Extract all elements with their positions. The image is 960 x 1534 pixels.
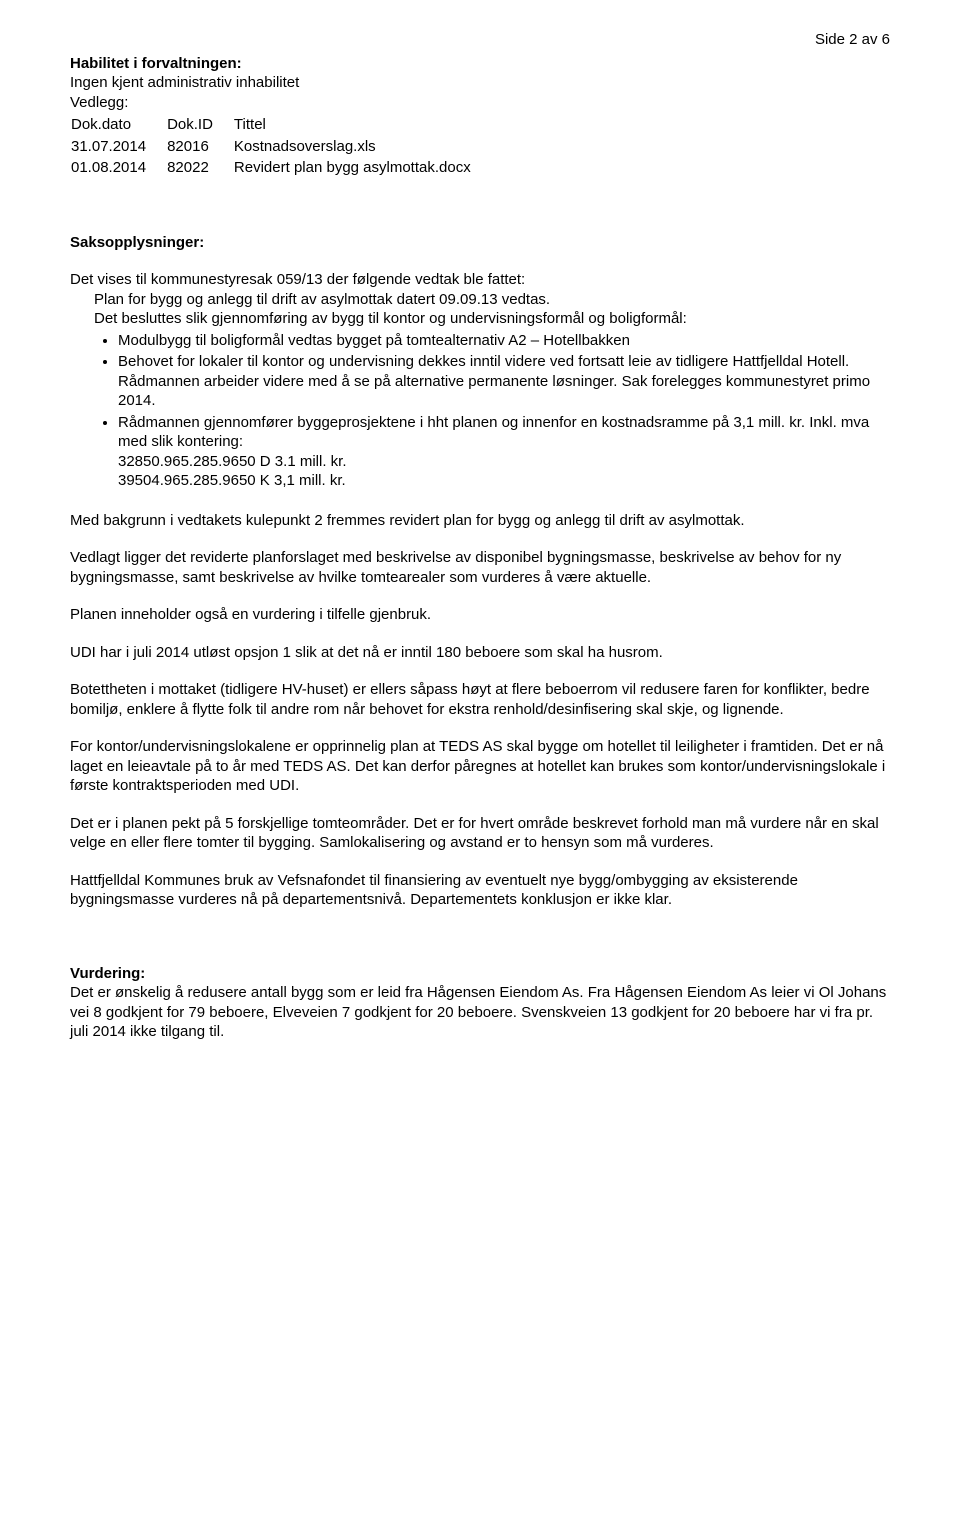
table-row: Dok.dato Dok.ID Tittel	[70, 114, 491, 136]
cell-tittel: Kostnadsoverslag.xls	[233, 136, 491, 158]
vedlegg-heading: Vedlegg:	[70, 93, 890, 113]
body-paragraph: Vedlagt ligger det reviderte planforslag…	[70, 548, 890, 587]
col-header-dokdato: Dok.dato	[70, 114, 166, 136]
attachment-table: Dok.dato Dok.ID Tittel 31.07.2014 82016 …	[70, 114, 491, 179]
habilitet-heading: Habilitet i forvaltningen:	[70, 54, 890, 74]
habilitet-text: Ingen kjent administrativ inhabilitet	[70, 73, 890, 93]
col-header-tittel: Tittel	[233, 114, 491, 136]
saks-line2: Det besluttes slik gjennomføring av bygg…	[70, 309, 890, 329]
body-paragraph: Det er i planen pekt på 5 forskjellige t…	[70, 814, 890, 853]
table-row: 01.08.2014 82022 Revidert plan bygg asyl…	[70, 157, 491, 179]
list-item: Modulbygg til boligformål vedtas bygget …	[118, 331, 890, 351]
cell-dokdato: 01.08.2014	[70, 157, 166, 179]
body-paragraph: For kontor/undervisningslokalene er oppr…	[70, 737, 890, 796]
list-item: Rådmannen gjennomfører byggeprosjektene …	[118, 413, 890, 491]
saks-intro: Det vises til kommunestyresak 059/13 der…	[70, 270, 890, 290]
cell-tittel: Revidert plan bygg asylmottak.docx	[233, 157, 491, 179]
body-paragraph: UDI har i juli 2014 utløst opsjon 1 slik…	[70, 643, 890, 663]
saks-line1: Plan for bygg og anlegg til drift av asy…	[70, 290, 890, 310]
bullet-subline: 39504.965.285.9650 K 3,1 mill. kr.	[118, 472, 346, 489]
body-paragraph: Hattfjelldal Kommunes bruk av Vefsnafond…	[70, 871, 890, 910]
body-paragraph: Det er ønskelig å redusere antall bygg s…	[70, 983, 890, 1042]
cell-dokid: 82022	[166, 157, 233, 179]
decision-bullets: Modulbygg til boligformål vedtas bygget …	[70, 331, 890, 491]
page-number: Side 2 av 6	[70, 30, 890, 50]
list-item: Behovet for lokaler til kontor og underv…	[118, 352, 890, 411]
bullet-subline: 32850.965.285.9650 D 3.1 mill. kr.	[118, 453, 347, 470]
bullet-text: Behovet for lokaler til kontor og underv…	[118, 353, 870, 409]
table-row: 31.07.2014 82016 Kostnadsoverslag.xls	[70, 136, 491, 158]
col-header-dokid: Dok.ID	[166, 114, 233, 136]
vurdering-heading: Vurdering:	[70, 964, 890, 984]
saksopplysninger-heading: Saksopplysninger:	[70, 233, 890, 253]
body-paragraph: Botettheten i mottaket (tidligere HV-hus…	[70, 680, 890, 719]
body-paragraph: Med bakgrunn i vedtakets kulepunkt 2 fre…	[70, 511, 890, 531]
cell-dokdato: 31.07.2014	[70, 136, 166, 158]
body-paragraph: Planen inneholder også en vurdering i ti…	[70, 605, 890, 625]
cell-dokid: 82016	[166, 136, 233, 158]
bullet-text: Rådmannen gjennomfører byggeprosjektene …	[118, 414, 869, 451]
bullet-text: Modulbygg til boligformål vedtas bygget …	[118, 332, 630, 349]
